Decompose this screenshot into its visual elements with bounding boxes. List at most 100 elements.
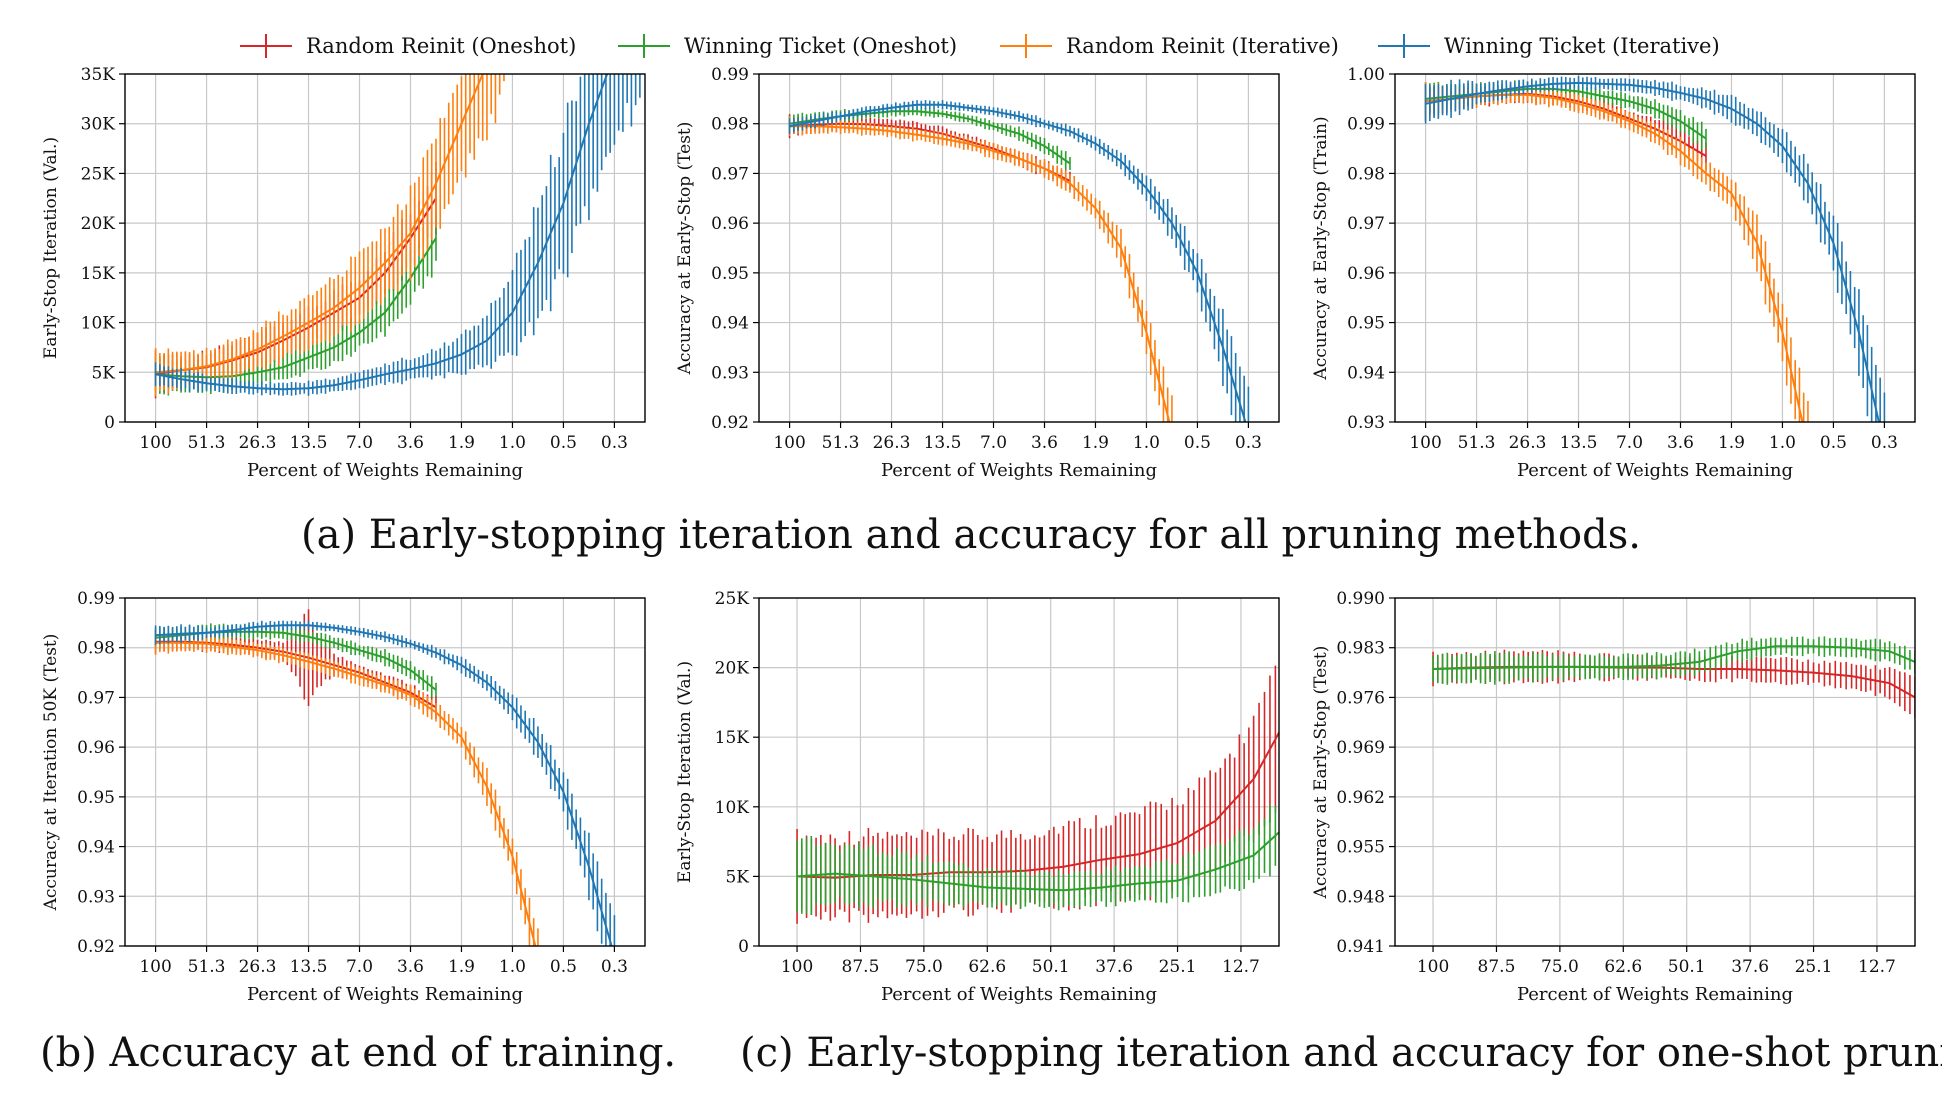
x-tick-label: 87.5 xyxy=(1478,957,1516,977)
y-tick-label: 0 xyxy=(104,413,115,433)
x-tick-label: 1.0 xyxy=(499,433,526,453)
y-tick-label: 25K xyxy=(81,164,116,184)
x-tick-label: 50.1 xyxy=(1032,957,1070,977)
x-tick-label: 13.5 xyxy=(924,433,962,453)
x-tick-label: 75.0 xyxy=(1541,957,1579,977)
y-tick-label: 30K xyxy=(81,115,116,135)
legend-label-2: Random Reinit (Iterative) xyxy=(1066,34,1339,58)
y-tick-label: 0.948 xyxy=(1336,887,1385,907)
y-tick-label: 0 xyxy=(738,937,749,957)
x-tick-label: 37.6 xyxy=(1731,957,1769,977)
y-tick-label: 35K xyxy=(81,65,116,85)
y-tick-label: 0.96 xyxy=(77,738,115,758)
series-group xyxy=(1432,636,1915,719)
series-line xyxy=(155,624,613,946)
y-tick-label: 0.94 xyxy=(1347,363,1385,383)
x-tick-label: 7.0 xyxy=(980,433,1007,453)
caption-a: (a) Early-stopping iteration and accurac… xyxy=(301,512,1641,558)
x-tick-label: 75.0 xyxy=(905,957,943,977)
y-tick-label: 0.93 xyxy=(1347,413,1385,433)
y-tick-label: 15K xyxy=(81,264,116,284)
y-tick-label: 0.94 xyxy=(711,314,749,334)
y-tick-label: 25K xyxy=(715,589,750,609)
y-tick-label: 0.95 xyxy=(77,788,115,808)
x-tick-label: 1.0 xyxy=(1769,433,1796,453)
x-tick-label: 51.3 xyxy=(188,433,226,453)
y-tick-label: 0.99 xyxy=(1347,115,1385,135)
y-tick-label: 0.990 xyxy=(1336,589,1385,609)
y-tick-label: 0.92 xyxy=(711,413,749,433)
axes-frame xyxy=(1394,597,1916,947)
legend-label-0: Random Reinit (Oneshot) xyxy=(306,34,576,58)
x-tick-label: 0.3 xyxy=(601,433,628,453)
series-line xyxy=(796,730,1279,879)
x-tick-label: 1.9 xyxy=(448,433,475,453)
x-tick-label: 100 xyxy=(139,433,171,453)
y-tick-label: 0.99 xyxy=(711,65,749,85)
y-tick-label: 10K xyxy=(715,798,750,818)
axes-frame xyxy=(758,597,1280,947)
x-tick-label: 100 xyxy=(781,957,813,977)
x-tick-label: 1.0 xyxy=(1133,433,1160,453)
y-axis-label: Accuracy at Early-Stop (Test) xyxy=(1311,646,1331,900)
x-tick-label: 7.0 xyxy=(346,957,373,977)
x-tick-label: 50.1 xyxy=(1668,957,1706,977)
series-line xyxy=(789,125,1171,422)
series-line xyxy=(1432,645,1915,670)
series-group xyxy=(1424,75,1886,422)
x-tick-label: 100 xyxy=(773,433,805,453)
x-tick-label: 100 xyxy=(1417,957,1449,977)
x-tick-label: 51.3 xyxy=(1458,433,1496,453)
series-line xyxy=(155,74,484,374)
x-axis-label: Percent of Weights Remaining xyxy=(247,984,523,1005)
chart-accuracy-early-stop-test: 100 51.3 26.3 13.5 7.0 3.6 1.9 1.0 0.5 0.3 0.92 0.9… xyxy=(675,65,1280,481)
series-line xyxy=(155,641,537,946)
y-tick-label: 0.99 xyxy=(77,589,115,609)
x-tick-label: 0.3 xyxy=(601,957,628,977)
x-tick-label: 62.6 xyxy=(1604,957,1642,977)
series-line xyxy=(796,830,1279,892)
x-axis-label: Percent of Weights Remaining xyxy=(881,460,1157,481)
x-tick-label: 0.5 xyxy=(550,957,577,977)
x-tick-label: 0.5 xyxy=(1820,433,1847,453)
y-tick-label: 0.92 xyxy=(77,937,115,957)
x-tick-label: 3.6 xyxy=(1031,433,1058,453)
x-tick-label: 25.1 xyxy=(1795,957,1833,977)
legend-label-1: Winning Ticket (Oneshot) xyxy=(684,34,957,58)
x-tick-label: 1.9 xyxy=(1718,433,1745,453)
chart-oneshot-early-stop-iteration: 100 87.5 75.0 62.6 50.1 37.6 25.1 12.7 0 5K 10K 15K… xyxy=(675,589,1280,1005)
x-tick-label: 13.5 xyxy=(290,433,328,453)
series-group xyxy=(154,609,616,946)
y-tick-label: 0.983 xyxy=(1336,639,1385,659)
series-line xyxy=(1425,93,1804,422)
y-tick-label: 0.93 xyxy=(77,887,115,907)
y-axis-label: Early-Stop Iteration (Val.) xyxy=(675,661,695,883)
y-axis-label: Accuracy at Early-Stop (Train) xyxy=(1311,116,1331,380)
x-tick-label: 0.3 xyxy=(1871,433,1898,453)
chart-accuracy-early-stop-train: 100 51.3 26.3 13.5 7.0 3.6 1.9 1.0 0.5 0.3 0.93 0.9… xyxy=(1311,65,1916,481)
x-tick-label: 87.5 xyxy=(842,957,880,977)
series-group xyxy=(788,100,1250,422)
y-tick-label: 5K xyxy=(91,363,115,383)
axes-frame xyxy=(758,73,1280,423)
y-tick-label: 0.93 xyxy=(711,363,749,383)
x-tick-label: 51.3 xyxy=(188,957,226,977)
y-tick-label: 10K xyxy=(81,314,116,334)
y-tick-label: 20K xyxy=(81,214,116,234)
x-tick-label: 12.7 xyxy=(1222,957,1260,977)
x-tick-label: 100 xyxy=(139,957,171,977)
caption-b: (b) Accuracy at end of training. xyxy=(40,1030,677,1076)
y-tick-label: 0.97 xyxy=(711,164,749,184)
x-tick-label: 37.6 xyxy=(1095,957,1133,977)
y-axis-label: Accuracy at Early-Stop (Test) xyxy=(675,122,695,376)
axes-frame xyxy=(124,597,646,947)
y-tick-label: 0.95 xyxy=(711,264,749,284)
y-tick-label: 0.98 xyxy=(711,115,749,135)
y-tick-label: 0.96 xyxy=(1347,264,1385,284)
x-tick-label: 13.5 xyxy=(290,957,328,977)
x-tick-label: 26.3 xyxy=(873,433,911,453)
y-tick-label: 0.98 xyxy=(77,639,115,659)
y-tick-label: 0.976 xyxy=(1336,688,1385,708)
series-line xyxy=(789,103,1247,422)
